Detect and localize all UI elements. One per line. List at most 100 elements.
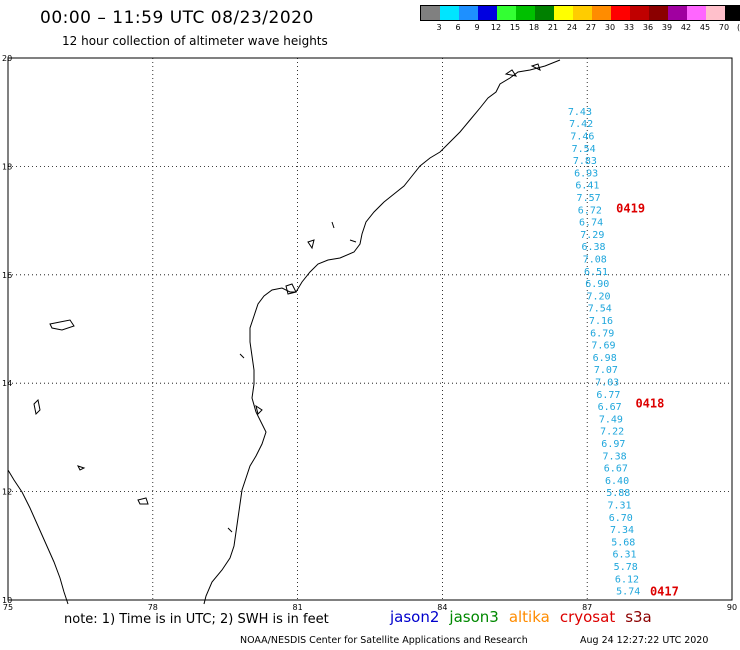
scale-swatch — [459, 6, 478, 20]
scale-swatch — [725, 6, 740, 20]
scale-swatch — [421, 6, 440, 20]
legend-jason2: jason2 — [390, 608, 440, 626]
footer-note: note: 1) Time is in UTC; 2) SWH is in fe… — [64, 612, 329, 627]
wave-height-value: 7.46 — [570, 132, 594, 143]
generated-timestamp: Aug 24 12:27:22 UTC 2020 — [580, 635, 709, 646]
wave-height-value: 7.54 — [572, 144, 596, 155]
wave-height-value: 7.22 — [600, 427, 624, 438]
coastline — [7, 59, 561, 605]
island-9 — [255, 404, 263, 415]
credit-line: NOAA/NESDIS Center for Satellite Applica… — [240, 635, 528, 646]
wave-height-value: 6.67 — [598, 402, 622, 413]
lon-tick-label: 78 — [148, 603, 158, 610]
scale-label: 15 — [509, 23, 521, 32]
wave-height-value: 6.90 — [585, 279, 609, 290]
wave-height-value: 7.20 — [586, 291, 610, 302]
scale-label: 18 — [528, 23, 540, 32]
wave-height-value: 7.03 — [595, 377, 619, 388]
lat-tick-label: 10 — [2, 596, 12, 605]
scale-label: 6 — [455, 23, 461, 32]
wave-height-value: 5.74 — [616, 587, 640, 598]
wave-height-value: 6.41 — [575, 181, 599, 192]
legend-altika: altika — [508, 608, 550, 626]
wave-height-value: 6.51 — [584, 267, 608, 278]
lon-tick-label: 81 — [293, 603, 303, 610]
wave-height-value: 7.43 — [568, 107, 592, 118]
scale-label: 27 — [585, 23, 597, 32]
map-frame — [7, 57, 733, 601]
scale-label: 33 — [623, 23, 635, 32]
wave-height-value: 5.78 — [614, 562, 638, 573]
scale-swatch — [535, 6, 554, 20]
island-13 — [530, 63, 541, 71]
wave-height-value: 6.74 — [579, 218, 603, 229]
scale-label: 9 — [474, 23, 480, 32]
pass-labels: 0419 0418 0417 — [616, 201, 679, 598]
wave-height-value: 5.68 — [611, 537, 635, 548]
pass-id-label: 0417 — [650, 585, 679, 599]
legend-jason3: jason3 — [449, 608, 499, 626]
wave-height-value: 7.38 — [603, 451, 627, 462]
pass-id-label: 0419 — [616, 201, 645, 215]
wave-height-value: 7.69 — [591, 341, 615, 352]
scale-swatch — [687, 6, 706, 20]
island-7 — [349, 239, 357, 243]
wave-height-value: 7.83 — [573, 156, 597, 167]
lat-tick-label: 14 — [2, 379, 12, 388]
scale-swatch — [554, 6, 573, 20]
lat-tick-label: 20 — [2, 54, 12, 63]
wave-height-value: 7.08 — [583, 255, 607, 266]
scale-swatch — [592, 6, 611, 20]
scale-label: 42 — [680, 23, 692, 32]
axis-tick-labels: 75 78 81 84 87 90 20 18 16 14 12 10 — [2, 54, 737, 610]
scale-swatch — [573, 6, 592, 20]
legend-s3a: s3a — [625, 608, 652, 626]
wave-height-value: 6.67 — [604, 464, 628, 475]
scale-label: (ft) — [736, 23, 740, 32]
island-11 — [239, 353, 245, 359]
map-subtitle: 12 hour collection of altimeter wave hei… — [62, 34, 328, 48]
color-scale-swatches — [420, 5, 740, 21]
wave-height-value: 6.98 — [593, 353, 617, 364]
coastline-west-fragment — [7, 469, 69, 605]
island-4 — [77, 465, 86, 471]
lon-tick-label: 75 — [3, 603, 13, 610]
island-1 — [49, 319, 75, 331]
scale-label: 36 — [642, 23, 654, 32]
wave-height-value: 6.79 — [590, 328, 614, 339]
scale-label: 70 — [718, 23, 730, 32]
wave-height-value: 6.70 — [609, 513, 633, 524]
legend-cryosat: cryosat — [559, 608, 616, 626]
wave-height-value: 7.57 — [577, 193, 601, 204]
wave-height-value: 7.31 — [607, 500, 631, 511]
satellite-legend: jason2 jason3 altika cryosat s3a — [390, 608, 662, 626]
lon-tick-label: 90 — [727, 603, 737, 610]
lat-tick-label: 16 — [2, 271, 12, 280]
wave-height-value: 6.38 — [582, 242, 606, 253]
wave-height-value: 6.31 — [612, 550, 636, 561]
scale-swatch — [668, 6, 687, 20]
scale-label: 30 — [604, 23, 616, 32]
wave-height-value: 7.54 — [588, 304, 612, 315]
wave-height-value: 7.29 — [580, 230, 604, 241]
scale-label: 45 — [699, 23, 711, 32]
wave-height-value: 6.97 — [601, 439, 625, 450]
coastline-east-india — [203, 59, 561, 605]
pass-id-label: 0418 — [635, 397, 664, 411]
island-8 — [285, 283, 297, 295]
lat-tick-label: 12 — [2, 488, 12, 497]
wave-height-value: 7.42 — [569, 119, 593, 130]
lat-lon-grid — [7, 57, 733, 601]
wave-height-value: 5.88 — [606, 488, 630, 499]
scale-swatch — [440, 6, 459, 20]
island-12 — [504, 69, 518, 77]
island-10 — [227, 527, 233, 533]
scale-swatch — [706, 6, 725, 20]
island-6 — [331, 221, 335, 229]
lat-tick-label: 18 — [2, 162, 12, 171]
map-title: 00:00 – 11:59 UTC 08/23/2020 — [40, 8, 314, 28]
scale-swatch — [611, 6, 630, 20]
island-2 — [33, 398, 41, 416]
